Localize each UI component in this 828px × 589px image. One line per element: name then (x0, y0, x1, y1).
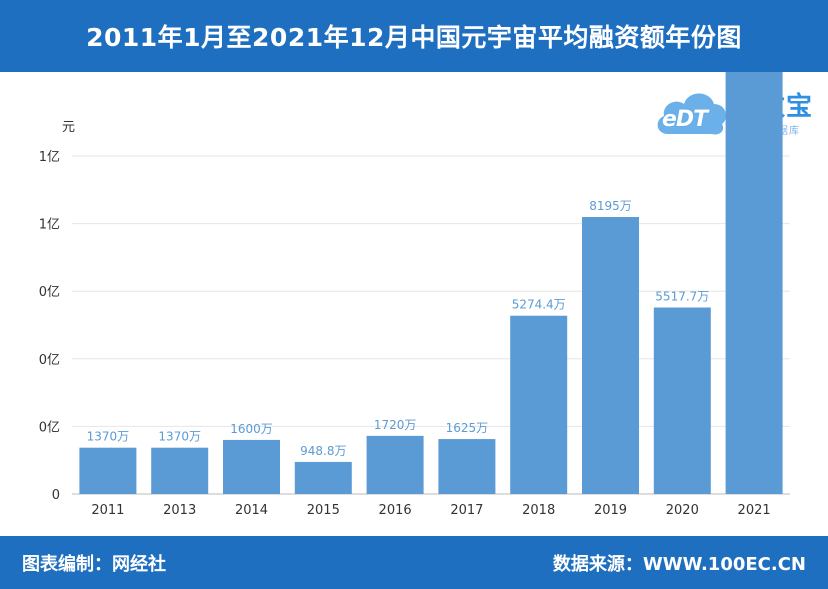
y-tick-label: 1亿 (39, 218, 60, 233)
bar (438, 439, 496, 494)
bar (79, 447, 137, 494)
data-label: 1370万 (87, 430, 130, 444)
bar (294, 461, 352, 494)
data-label: 8195万 (589, 199, 632, 213)
x-tick-label: 2020 (666, 503, 699, 518)
footer-bar: 图表编制：网经社 数据来源：WWW.100EC.CN (0, 536, 828, 589)
data-label: 5517.7万 (655, 290, 709, 304)
bar (510, 315, 568, 494)
bar (366, 435, 424, 494)
y-axis-unit-label: 元 (62, 120, 76, 135)
x-tick-label: 2021 (738, 503, 771, 518)
footer-source-right: 数据来源：WWW.100EC.CN (552, 554, 806, 575)
data-label: 1370万 (158, 430, 201, 444)
y-tick-label: 0亿 (39, 420, 60, 435)
data-label: 5274.4万 (512, 298, 566, 312)
bar-chart: 0 0亿 0亿 0亿 1亿 1亿 1370万 2011 1370万 2013 1600万 2014 94… (39, 72, 790, 518)
y-tick-label: 1亿 (39, 150, 60, 165)
header-bar: 2011年1月至2021年12月中国元宇宙平均融资额年份图 (0, 0, 828, 72)
cloud-logo-icon (657, 93, 727, 135)
bar (582, 217, 639, 494)
bar (653, 307, 711, 494)
x-tick-label: 2019 (594, 503, 627, 518)
y-tick-label: 0亿 (39, 285, 60, 300)
bar (151, 447, 209, 494)
x-tick-label: 2017 (450, 503, 483, 518)
data-label: 948.8万 (300, 444, 346, 458)
x-tick-label: 2013 (163, 503, 196, 518)
data-label: 1720万 (374, 418, 417, 432)
x-tick-label: 2015 (307, 503, 340, 518)
logo-badge-text: eDT (662, 107, 708, 132)
bar (725, 72, 783, 494)
x-tick-label: 2011 (91, 503, 124, 518)
y-tick-label: 0亿 (39, 353, 60, 368)
y-tick-label: 0 (52, 488, 60, 503)
bar (223, 439, 280, 494)
data-label: 1625万 (446, 421, 489, 435)
chart-title: 2011年1月至2021年12月中国元宇宙平均融资额年份图 (86, 23, 742, 52)
footer-source-left: 图表编制：网经社 (22, 554, 166, 575)
x-tick-label: 2014 (235, 503, 268, 518)
x-tick-label: 2018 (522, 503, 555, 518)
data-label: 1600万 (230, 422, 273, 436)
x-tick-label: 2016 (379, 503, 412, 518)
